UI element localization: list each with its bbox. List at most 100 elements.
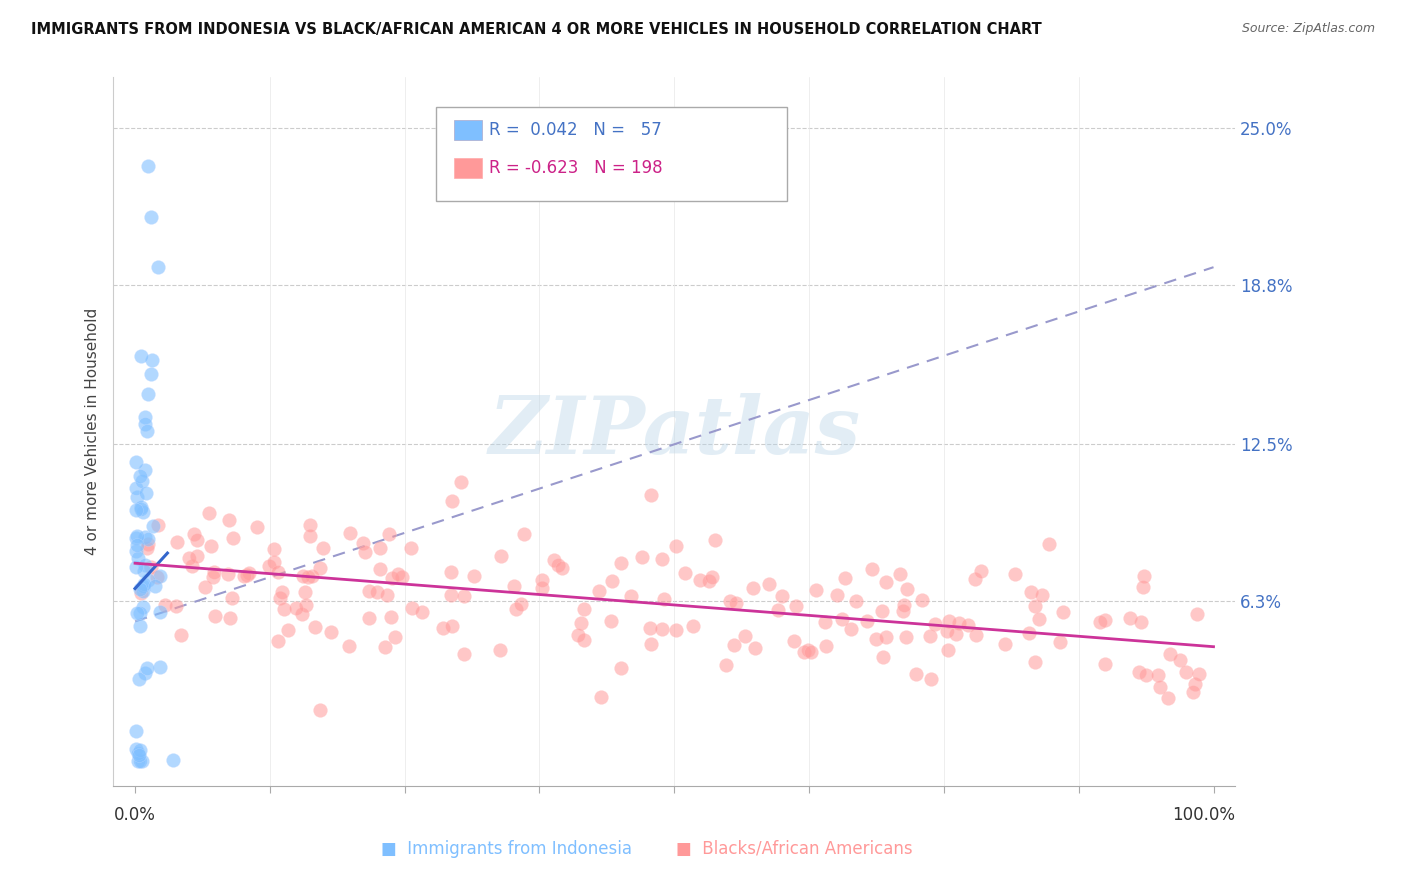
Point — [181, 559, 204, 574]
Point — [384, 630, 406, 644]
Point — [714, 658, 737, 673]
Point — [831, 613, 853, 627]
Point — [295, 598, 318, 612]
Point — [391, 570, 413, 584]
Point — [142, 519, 165, 533]
Point — [291, 607, 314, 621]
Point — [387, 567, 409, 582]
Point — [134, 409, 156, 424]
Point — [543, 553, 565, 567]
Text: R =  0.042   N =   57: R = 0.042 N = 57 — [489, 121, 662, 139]
Point — [294, 584, 316, 599]
Point — [441, 618, 464, 632]
Point — [1174, 665, 1197, 679]
Point — [146, 260, 169, 275]
Point — [132, 505, 155, 519]
Point — [285, 601, 308, 615]
Point — [665, 539, 688, 553]
Point — [440, 587, 463, 601]
Point — [918, 629, 941, 643]
Point — [131, 586, 153, 600]
Point — [125, 543, 148, 558]
Point — [827, 588, 849, 602]
Point — [131, 475, 153, 489]
Point — [734, 629, 756, 643]
Point — [574, 602, 596, 616]
Point — [218, 513, 240, 527]
Point — [510, 597, 533, 611]
Point — [128, 672, 150, 686]
Point — [938, 614, 960, 628]
Point — [233, 569, 256, 583]
Point — [610, 556, 633, 570]
Point — [640, 636, 662, 650]
Point — [131, 500, 153, 514]
Point — [1133, 568, 1156, 582]
Point — [124, 741, 146, 756]
Point — [875, 574, 897, 589]
Point — [1147, 668, 1170, 682]
Point — [936, 624, 959, 638]
Point — [135, 541, 157, 555]
Point — [127, 606, 149, 620]
Point — [875, 630, 897, 644]
Point — [304, 620, 326, 634]
Point — [266, 565, 288, 579]
Point — [600, 614, 623, 628]
Point — [723, 638, 745, 652]
Point — [654, 591, 676, 606]
Point — [378, 526, 401, 541]
Point — [766, 603, 789, 617]
Point — [1028, 612, 1050, 626]
Text: ZIPatlas: ZIPatlas — [488, 392, 860, 470]
Point — [136, 661, 159, 675]
Point — [128, 748, 150, 763]
Point — [956, 618, 979, 632]
Point — [702, 570, 724, 584]
Point — [574, 633, 596, 648]
Text: 0.0%: 0.0% — [114, 806, 156, 824]
Point — [141, 559, 163, 574]
Point — [143, 579, 166, 593]
Point — [357, 611, 380, 625]
Point — [221, 531, 243, 545]
Point — [665, 623, 688, 637]
Point — [893, 599, 915, 613]
Point — [198, 506, 221, 520]
Point — [1135, 668, 1157, 682]
Point — [169, 628, 191, 642]
Point — [136, 532, 159, 546]
Point — [236, 568, 259, 582]
Point — [547, 558, 569, 573]
Point — [1049, 634, 1071, 648]
Point — [134, 558, 156, 572]
Point — [744, 641, 766, 656]
Point — [1018, 625, 1040, 640]
Point — [814, 639, 837, 653]
Point — [134, 564, 156, 578]
Point — [505, 601, 527, 615]
Point — [141, 353, 163, 368]
Point — [993, 637, 1015, 651]
Point — [1184, 677, 1206, 691]
Point — [277, 623, 299, 637]
Point — [1185, 607, 1208, 621]
Point — [125, 529, 148, 543]
Point — [785, 599, 807, 614]
Point — [353, 545, 375, 559]
Point — [1157, 691, 1180, 706]
Point — [814, 615, 837, 629]
Point — [124, 481, 146, 495]
Point — [489, 549, 512, 564]
Point — [569, 616, 592, 631]
Point — [186, 549, 208, 563]
Point — [797, 643, 820, 657]
Point — [894, 630, 917, 644]
Point — [609, 661, 631, 675]
Point — [845, 594, 868, 608]
Point — [129, 743, 152, 757]
Point — [399, 541, 422, 555]
Point — [125, 503, 148, 517]
Point — [450, 475, 472, 490]
Point — [896, 582, 918, 596]
